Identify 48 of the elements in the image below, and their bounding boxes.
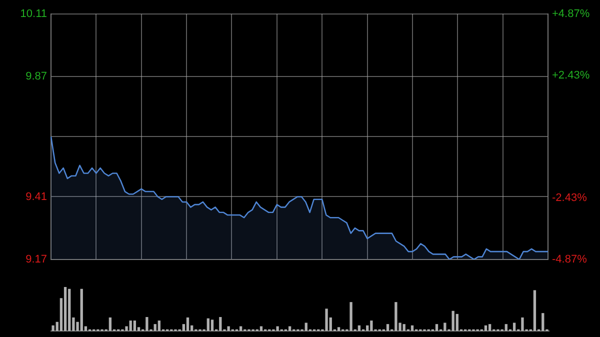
- bar: [239, 326, 242, 331]
- bar: [488, 324, 492, 331]
- bar: [350, 302, 352, 331]
- bar: [358, 325, 361, 331]
- y2-tick-label: +2.43%: [552, 70, 590, 82]
- bar: [80, 288, 83, 331]
- bar: [521, 317, 524, 331]
- bar: [158, 320, 160, 331]
- y2-tick-label: +4.87%: [552, 8, 590, 20]
- bar: [504, 324, 508, 331]
- bar: [206, 318, 210, 331]
- bar: [337, 327, 340, 331]
- bar: [456, 314, 458, 331]
- bar: [64, 287, 67, 331]
- bar: [370, 320, 373, 331]
- bar: [108, 317, 112, 331]
- bar: [210, 320, 214, 331]
- bar: [68, 288, 71, 331]
- bar: [154, 324, 156, 331]
- bar: [52, 325, 54, 331]
- y-tick-label: 9.17: [26, 253, 47, 266]
- y2-tick-label: -4.87%: [552, 253, 588, 266]
- y-tick-label: 9.41: [26, 190, 47, 203]
- bar: [542, 313, 544, 331]
- bar: [133, 320, 136, 331]
- bar: [227, 326, 230, 331]
- bar: [484, 325, 488, 331]
- y2-tick-label: -2.43%: [552, 192, 588, 204]
- bar: [410, 325, 414, 331]
- bar: [533, 290, 536, 331]
- bar: [304, 322, 308, 331]
- bar: [260, 326, 263, 331]
- bar: [386, 324, 390, 331]
- bar: [452, 310, 454, 331]
- bar: [444, 322, 446, 331]
- bar: [402, 324, 406, 331]
- bar: [512, 322, 516, 331]
- bar: [186, 317, 190, 331]
- y-tick-label: 10.11: [20, 8, 47, 20]
- bar: [435, 324, 438, 331]
- bar: [146, 317, 148, 331]
- bar: [276, 326, 279, 331]
- bar: [325, 308, 328, 331]
- bar: [129, 320, 132, 331]
- bar: [288, 326, 292, 331]
- bar: [219, 317, 222, 331]
- bar: [394, 302, 398, 331]
- y-tick-label: 9.87: [26, 70, 47, 83]
